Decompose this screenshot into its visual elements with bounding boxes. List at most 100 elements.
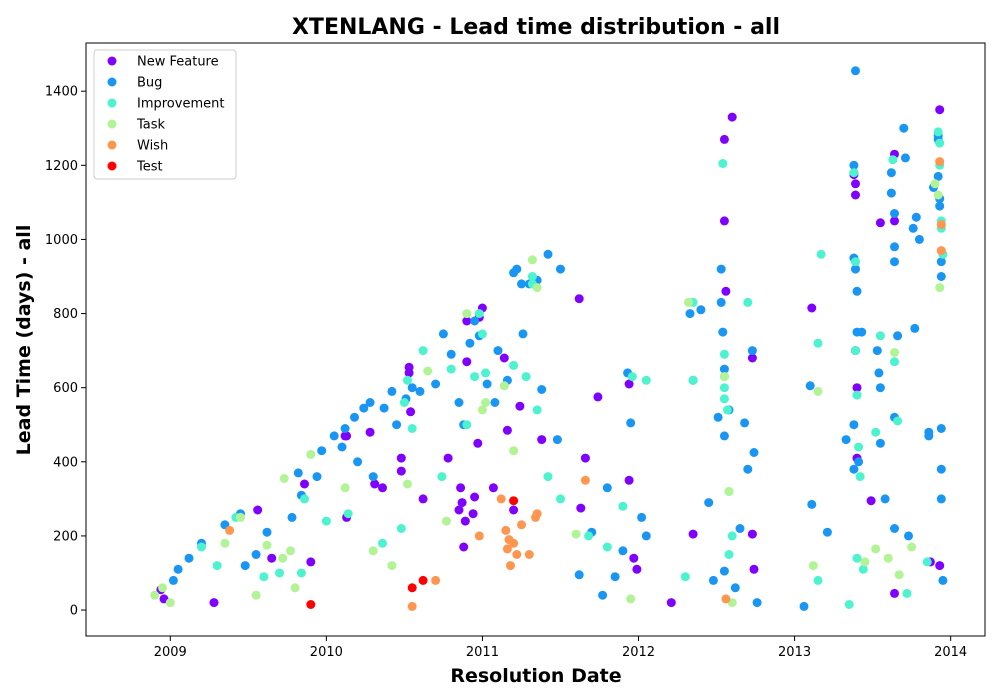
point-bug-28	[431, 379, 441, 389]
legend-marker-new-feature	[107, 56, 117, 66]
point-improvement-40	[719, 383, 729, 393]
point-test-3	[509, 496, 519, 506]
point-bug-123	[935, 201, 945, 211]
point-bug-79	[752, 598, 762, 608]
point-new-feature-29	[473, 438, 483, 448]
point-new-feature-23	[459, 542, 469, 552]
point-bug-97	[874, 368, 884, 378]
point-new-feature-43	[624, 475, 634, 485]
point-bug-128	[936, 494, 946, 504]
point-improvement-58	[858, 564, 868, 574]
point-improvement-33	[641, 375, 651, 385]
point-task-0	[150, 590, 160, 600]
point-bug-70	[719, 431, 729, 441]
point-improvement-37	[718, 159, 728, 168]
point-bug-58	[637, 512, 647, 522]
point-task-35	[883, 553, 893, 563]
legend-label-task: Task	[136, 118, 166, 133]
point-improvement-47	[813, 338, 823, 348]
point-bug-105	[890, 257, 899, 267]
point-bug-34	[470, 316, 480, 326]
point-new-feature-46	[666, 598, 676, 608]
point-bug-115	[914, 234, 924, 244]
point-test-2	[418, 575, 428, 585]
point-new-feature-10	[365, 427, 375, 437]
point-improvement-49	[813, 575, 823, 585]
point-bug-59	[641, 531, 651, 541]
point-improvement-31	[618, 501, 628, 511]
point-improvement-5	[296, 568, 306, 578]
point-new-feature-6	[306, 557, 316, 567]
point-improvement-44	[724, 550, 734, 559]
point-bug-1	[173, 564, 183, 574]
point-bug-107	[890, 524, 899, 533]
point-improvement-24	[527, 272, 537, 281]
point-bug-67	[716, 297, 726, 307]
point-bug-100	[880, 494, 890, 504]
point-bug-9	[287, 512, 297, 522]
point-task-20	[481, 398, 491, 407]
point-bug-75	[740, 418, 750, 428]
point-bug-19	[359, 403, 369, 413]
point-bug-23	[387, 386, 397, 396]
point-bug-20	[365, 398, 375, 407]
point-new-feature-22	[457, 498, 467, 508]
legend-marker-task	[107, 119, 117, 129]
point-improvement-30	[602, 542, 612, 552]
y-tick-label-1: 200	[53, 529, 78, 544]
point-task-1	[158, 583, 167, 593]
point-bug-111	[904, 531, 913, 541]
point-bug-73	[730, 583, 740, 593]
legend-marker-test	[107, 161, 117, 171]
point-new-feature-24	[460, 516, 470, 526]
point-new-feature-65	[890, 216, 899, 226]
plot-frame	[85, 42, 986, 637]
point-bug-91	[851, 264, 860, 274]
point-bug-0	[168, 575, 178, 585]
point-bug-38	[493, 346, 503, 356]
point-bug-113	[910, 323, 920, 333]
point-improvement-23	[521, 372, 531, 382]
point-bug-24	[392, 420, 402, 430]
point-bug-84	[841, 435, 851, 445]
point-improvement-64	[902, 588, 912, 598]
point-task-21	[499, 381, 509, 391]
point-bug-66	[716, 264, 726, 274]
point-bug-43	[518, 329, 528, 339]
point-improvement-17	[462, 420, 472, 430]
point-improvement-14	[418, 346, 428, 356]
point-wish-5	[501, 525, 511, 535]
point-wish-0	[225, 525, 235, 535]
point-improvement-8	[343, 509, 353, 519]
point-bug-49	[556, 264, 565, 274]
legend-label-wish: Wish	[137, 139, 168, 154]
point-new-feature-18	[418, 494, 428, 504]
point-bug-109	[899, 123, 909, 133]
data-points	[150, 66, 948, 611]
point-task-15	[403, 479, 412, 489]
point-bug-54	[610, 572, 620, 582]
point-task-5	[251, 590, 261, 600]
y-axis-ticks: 0 200 400 600 800 1000 1200 1400	[45, 85, 86, 619]
point-improvement-13	[407, 424, 417, 433]
y-tick-label-7: 1400	[45, 85, 78, 100]
point-bug-33	[465, 338, 475, 348]
point-improvement-65	[922, 557, 932, 567]
point-improvement-57	[855, 472, 865, 482]
point-new-feature-41	[593, 392, 603, 402]
legend-label-bug: Bug	[137, 76, 162, 91]
point-bug-94	[854, 457, 864, 467]
point-improvement-63	[893, 416, 903, 426]
point-task-3	[220, 538, 230, 548]
point-task-34	[871, 544, 881, 554]
y-tick-label-3: 600	[53, 381, 78, 396]
point-new-feature-3	[253, 505, 263, 515]
x-tick-label-4: 2013	[778, 645, 811, 660]
chart-title: XTENLANG - Lead time distribution - all	[292, 15, 780, 40]
point-bug-124	[936, 257, 946, 267]
point-improvement-53	[851, 346, 860, 356]
legend-marker-bug	[107, 77, 117, 87]
point-new-feature-5	[300, 479, 309, 489]
point-bug-22	[379, 403, 389, 413]
